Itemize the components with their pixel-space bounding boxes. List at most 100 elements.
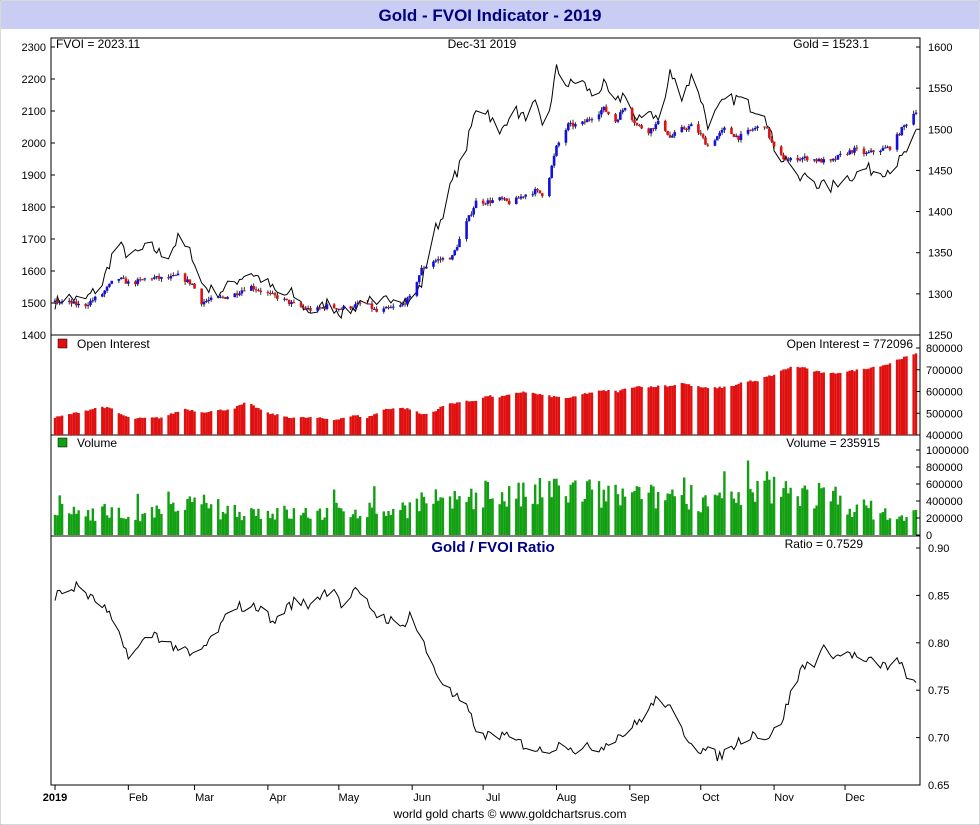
open-interest-bar <box>448 403 452 435</box>
open-interest-bar <box>630 387 634 435</box>
open-interest-bar <box>668 385 672 435</box>
candle-down <box>318 307 322 309</box>
volume-bar <box>614 484 617 535</box>
open-interest-bar <box>176 411 180 435</box>
x-axis-label: 2019 <box>43 792 67 804</box>
candle-up <box>656 120 660 125</box>
volume-bar <box>548 481 551 535</box>
candle-down <box>358 302 362 304</box>
open-interest-bar <box>732 385 736 435</box>
volume-bar <box>701 497 705 535</box>
open-interest-bar <box>455 402 459 435</box>
open-interest-bar <box>872 366 875 435</box>
candle-down <box>309 308 312 311</box>
open-interest-bar <box>183 408 187 435</box>
candle-up <box>751 129 755 131</box>
volume-bar <box>789 487 792 535</box>
open-interest-bar <box>172 413 175 435</box>
volume-bar <box>597 481 601 535</box>
open-interest-bar <box>141 417 144 435</box>
ratio-axis-label: 0.90 <box>928 543 949 555</box>
volume-bar <box>143 513 147 535</box>
open-interest-bar <box>848 370 851 435</box>
candle-up <box>673 132 677 136</box>
candle-down <box>138 279 142 281</box>
open-interest-bar <box>690 385 693 435</box>
candle-up <box>110 280 114 284</box>
volume-bar <box>332 489 336 535</box>
candle-down <box>242 290 246 292</box>
volume-bar <box>697 511 700 535</box>
candle-up <box>514 197 518 205</box>
candle-down <box>704 137 707 145</box>
volume-bar <box>138 521 142 535</box>
candle-down <box>375 308 378 312</box>
candle-up <box>839 153 842 156</box>
candle-up <box>77 303 80 306</box>
volume-bar <box>574 480 577 535</box>
volume-bar <box>276 508 279 535</box>
volume-axis-label: 800000 <box>926 462 963 474</box>
candle-up <box>384 307 388 309</box>
open-interest-bar <box>332 420 336 435</box>
candle-down <box>850 150 854 153</box>
volume-bar <box>358 516 362 535</box>
candle-up <box>399 305 402 307</box>
candle-down <box>56 300 59 303</box>
candle-down <box>682 127 686 130</box>
volume-bar <box>850 517 854 535</box>
open-interest-bar <box>134 418 137 435</box>
open-interest-bar <box>375 413 378 435</box>
candle-down <box>505 198 509 201</box>
candle-up <box>533 189 537 195</box>
open-interest-bar <box>801 367 804 435</box>
volume-bar <box>867 508 870 535</box>
open-interest-bar <box>434 411 438 435</box>
candle-down <box>815 159 818 162</box>
volume-bar <box>273 519 277 535</box>
candle-up <box>905 124 908 126</box>
open-interest-bar <box>822 372 825 435</box>
open-interest-bar <box>723 386 726 435</box>
candle-up <box>803 156 807 159</box>
open-interest-bar <box>309 417 312 435</box>
candle-up <box>649 128 653 134</box>
open-interest-bar <box>53 417 57 435</box>
candle-up <box>143 278 147 280</box>
volume-bar <box>822 487 825 535</box>
candle-up <box>912 113 915 125</box>
open-interest-bar <box>155 417 158 435</box>
candle-up <box>734 135 738 137</box>
volume-bar <box>318 508 322 535</box>
volume-bar <box>768 479 771 535</box>
open-interest-bar <box>124 416 128 435</box>
open-interest-bar <box>564 397 568 435</box>
candle-down <box>737 135 740 140</box>
volume-bar <box>224 513 227 535</box>
open-interest-bar <box>403 409 407 435</box>
candle-down <box>614 114 617 122</box>
open-interest-bar <box>730 386 733 435</box>
volume-bar <box>122 518 125 535</box>
open-interest-bar <box>60 415 64 435</box>
open-interest-bar <box>418 413 421 435</box>
open-interest-bar <box>782 369 785 435</box>
open-interest-bar <box>75 412 78 435</box>
volume-bar <box>304 507 307 535</box>
volume-bar <box>415 498 419 535</box>
ratio-axis-label: 0.70 <box>928 733 949 745</box>
candle-down <box>538 190 542 194</box>
open-interest-bar <box>815 370 818 435</box>
candle-down <box>150 278 154 280</box>
open-interest-bar <box>586 393 589 435</box>
open-interest-bar <box>474 400 478 435</box>
candle-down <box>266 291 270 293</box>
candle-up <box>250 285 253 291</box>
volume-bar <box>481 507 485 535</box>
candle-up <box>718 132 721 137</box>
volume-bar <box>635 486 639 535</box>
volume-bar <box>323 517 326 535</box>
candle-up <box>865 152 868 154</box>
volume-bar <box>183 509 187 535</box>
